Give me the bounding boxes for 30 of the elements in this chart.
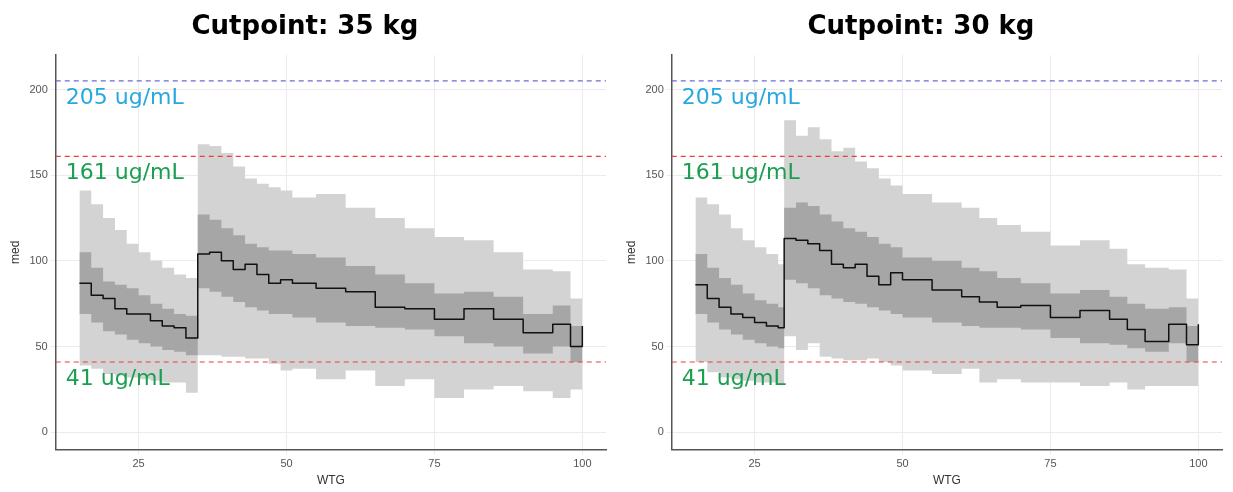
ref-line-label: 41 ug/mL bbox=[65, 364, 171, 390]
x-tick-label: 100 bbox=[1189, 457, 1208, 470]
chart-title: Cutpoint: 30 kg bbox=[807, 10, 1035, 41]
y-tick-label: 100 bbox=[645, 253, 664, 266]
y-tick-label: 50 bbox=[651, 339, 664, 352]
x-tick-label: 25 bbox=[132, 457, 145, 470]
y-tick-label: 200 bbox=[29, 82, 48, 95]
ref-line-label: 41 ug/mL bbox=[681, 364, 787, 390]
x-tick-label: 50 bbox=[280, 457, 293, 470]
x-axis-title: WTG bbox=[932, 473, 961, 488]
x-axis-title: WTG bbox=[316, 473, 345, 488]
y-tick-label: 0 bbox=[657, 425, 664, 438]
y-tick-label: 50 bbox=[35, 339, 48, 352]
y-tick-label: 150 bbox=[645, 168, 664, 181]
ref-line-label: 161 ug/mL bbox=[681, 159, 801, 185]
x-tick-label: 100 bbox=[573, 457, 592, 470]
y-axis-title: med bbox=[7, 240, 22, 264]
ref-line-label: 205 ug/mL bbox=[65, 83, 185, 109]
chart-title: Cutpoint: 35 kg bbox=[191, 10, 419, 41]
y-tick-label: 200 bbox=[645, 82, 664, 95]
ref-line-label: 161 ug/mL bbox=[65, 159, 185, 185]
ref-line-label: 205 ug/mL bbox=[681, 83, 801, 109]
y-tick-label: 100 bbox=[29, 253, 48, 266]
x-tick-label: 50 bbox=[896, 457, 909, 470]
x-tick-label: 75 bbox=[1044, 457, 1057, 470]
y-tick-label: 150 bbox=[29, 168, 48, 181]
x-tick-label: 25 bbox=[748, 457, 761, 470]
y-axis-title: med bbox=[623, 240, 638, 264]
y-tick-label: 0 bbox=[41, 425, 48, 438]
x-tick-label: 75 bbox=[428, 457, 441, 470]
